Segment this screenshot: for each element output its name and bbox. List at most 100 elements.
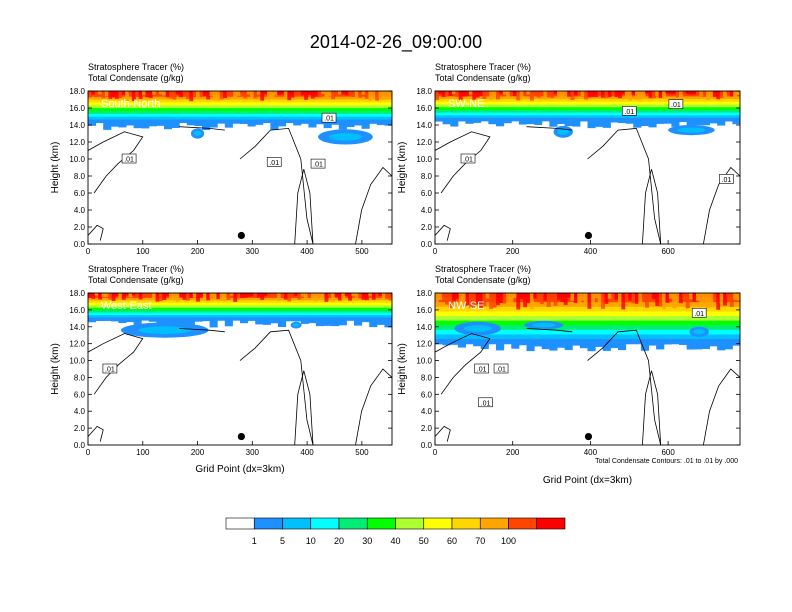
tracer-edge (435, 343, 444, 345)
tracer-streak (546, 91, 551, 98)
tracer-streak (641, 91, 646, 98)
condensate-contour (294, 370, 314, 445)
tracer-streak (135, 293, 140, 297)
tracer-edge (572, 120, 581, 127)
tracer-streak (216, 91, 221, 101)
tracer-band (435, 334, 740, 340)
tracer-streak (435, 293, 439, 306)
tracer-streak (726, 91, 731, 95)
tracer-streak (358, 91, 363, 98)
tracer-edge (709, 343, 718, 347)
tracer-band (88, 315, 392, 319)
tracer-edge (724, 343, 733, 350)
colorbar-swatch (536, 517, 566, 530)
tracer-edge (255, 122, 264, 125)
tracer-streak (175, 91, 180, 95)
svg-text:.01: .01 (269, 160, 279, 167)
colorbar-swatch (253, 517, 283, 530)
x-tick-label: 0 (433, 448, 438, 457)
x-tick-label: 600 (661, 247, 675, 256)
tracer-streak (358, 293, 363, 299)
tracer-streak (226, 91, 231, 97)
condensate-patch-core (329, 133, 362, 141)
tracer-streak (550, 91, 555, 99)
tracer-streak (614, 91, 619, 97)
tracer-streak (682, 293, 687, 301)
tracer-streak (348, 293, 352, 301)
tracer-streak (189, 293, 194, 298)
tracer-band (435, 306, 740, 313)
tracer-edge (95, 122, 104, 124)
tracer-streak (729, 91, 734, 97)
panel-name: South-North (101, 98, 160, 110)
tracer-streak (101, 293, 106, 297)
tracer-streak (307, 293, 312, 298)
tracer-edge (442, 343, 451, 346)
y-tick-label: 4.0 (421, 206, 433, 215)
tracer-streak (250, 91, 255, 98)
tracer-streak (573, 91, 578, 96)
x-axis-label: Grid Point (dx=3km) (195, 464, 284, 475)
tracer-streak (716, 293, 721, 310)
tracer-streak (158, 293, 163, 302)
svg-text:.01: .01 (324, 116, 334, 123)
tracer-streak (448, 293, 453, 309)
x-tick-label: 0 (433, 247, 438, 256)
tracer-streak (223, 91, 227, 99)
tracer-edge (308, 320, 317, 324)
tracer-streak (485, 293, 490, 299)
tracer-streak (519, 293, 524, 299)
x-tick-label: 300 (246, 448, 260, 457)
tracer-streak (441, 293, 446, 298)
tracer-streak (152, 91, 157, 95)
tracer-streak (512, 91, 517, 96)
tracer-streak (509, 91, 514, 96)
tracer-streak (543, 293, 548, 301)
svg-text:.01: .01 (481, 400, 491, 407)
tracer-edge (278, 122, 287, 127)
tracer-streak (733, 91, 738, 100)
tracer-edge (564, 120, 573, 127)
tracer-streak (529, 293, 534, 310)
tracer-streak (587, 91, 592, 98)
subtitle-tracer: Stratosphere Tracer (%) (435, 62, 531, 72)
tracer-streak (300, 91, 305, 96)
tracer-streak (570, 91, 575, 101)
tracer-streak (621, 91, 626, 95)
tracer-band (435, 112, 740, 116)
condensate-patch-core (557, 128, 570, 135)
tracer-streak (668, 91, 673, 95)
tracer-streak (472, 293, 477, 308)
tracer-streak (509, 293, 514, 307)
tracer-streak (375, 293, 379, 297)
tracer-edge (148, 320, 157, 322)
tracer-streak (111, 293, 116, 301)
tracer-streak (290, 293, 295, 298)
tracer-streak (290, 91, 295, 98)
tracer-streak (594, 293, 599, 299)
tracer-streak (499, 293, 504, 303)
tracer-edge (369, 320, 378, 328)
tracer-streak (706, 91, 710, 101)
tracer-streak (324, 91, 329, 98)
tracer-streak (344, 91, 349, 96)
tracer-streak (294, 91, 298, 96)
tracer-band (88, 96, 392, 101)
location-marker (584, 432, 593, 441)
tracer-edge (285, 320, 294, 322)
tracer-edge (465, 120, 474, 124)
tracer-streak (557, 293, 561, 301)
tracer-streak (489, 293, 494, 309)
tracer-streak (618, 91, 622, 99)
tracer-edge (701, 120, 710, 126)
tracer-edge (541, 343, 550, 350)
y-tick-label: 10.0 (69, 357, 85, 366)
tracer-streak (297, 293, 302, 300)
tracer-streak (465, 91, 470, 97)
tracer-streak (526, 293, 531, 304)
tracer-streak (334, 91, 339, 96)
condensate-patch-core (677, 127, 706, 133)
tracer-streak (465, 293, 470, 307)
y-tick-label: 8.0 (74, 172, 86, 181)
